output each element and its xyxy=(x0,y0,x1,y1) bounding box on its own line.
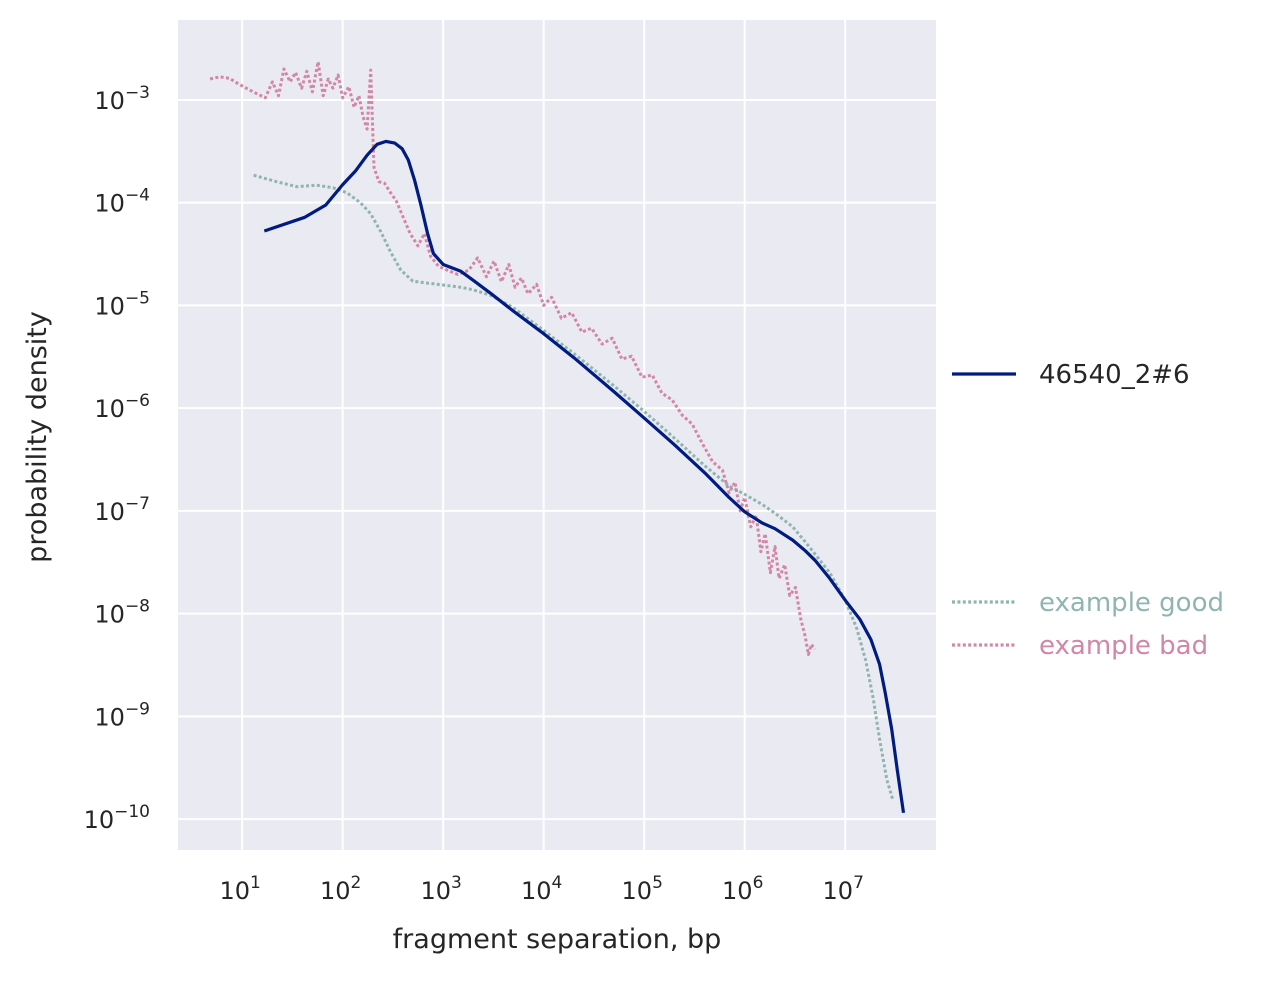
y-tick-exponent: −3 xyxy=(125,83,150,103)
x-axis-label: fragment separation, bp xyxy=(393,924,722,955)
x-tick-base: 10 xyxy=(420,877,451,905)
y-tick-exponent: −4 xyxy=(125,186,150,206)
y-tick-exponent: −10 xyxy=(114,802,150,822)
x-tick-base: 10 xyxy=(521,877,552,905)
y-tick-label: 10−3 xyxy=(94,83,150,115)
series-line-46540-2-6 xyxy=(263,139,906,814)
y-tick-exponent: −6 xyxy=(125,391,150,411)
x-tick-label: 104 xyxy=(521,873,562,905)
y-tick-base: 10 xyxy=(94,601,125,629)
x-tick-exponent: 1 xyxy=(250,873,261,893)
series-line-example-good xyxy=(253,173,895,802)
y-tick-exponent: −5 xyxy=(125,288,150,308)
grid-lines xyxy=(178,20,936,850)
y-tick-exponent: −7 xyxy=(125,494,150,514)
y-tick-base: 10 xyxy=(94,395,125,423)
x-tick-labels: 101 102 103 104 105 106 107 xyxy=(219,873,863,905)
x-tick-base: 10 xyxy=(622,877,653,905)
y-tick-base: 10 xyxy=(94,87,125,115)
y-tick-labels: 10−310−410−510−610−710−810−910−10 xyxy=(84,83,150,834)
x-tick-base: 10 xyxy=(219,877,250,905)
legend-label-example-good: example good xyxy=(1039,588,1224,618)
x-tick-exponent: 4 xyxy=(552,873,563,893)
x-tick-label: 105 xyxy=(622,873,663,905)
plot-background xyxy=(178,20,936,850)
y-tick-label: 10−8 xyxy=(94,597,150,629)
x-tick-label: 107 xyxy=(823,873,864,905)
x-tick-base: 10 xyxy=(823,877,854,905)
x-tick-exponent: 3 xyxy=(451,873,462,893)
x-tick-base: 10 xyxy=(320,877,351,905)
y-tick-exponent: −8 xyxy=(125,597,150,617)
y-tick-exponent: −9 xyxy=(125,699,150,719)
y-tick-base: 10 xyxy=(94,190,125,218)
x-tick-label: 106 xyxy=(722,873,763,905)
y-tick-label: 10−9 xyxy=(94,699,150,731)
y-tick-label: 10−4 xyxy=(94,186,150,218)
legend-label-46540-2-6: 46540_2#6 xyxy=(1039,360,1190,390)
y-tick-label: 10−10 xyxy=(84,802,150,834)
x-tick-exponent: 2 xyxy=(351,873,362,893)
y-tick-label: 10−7 xyxy=(94,494,150,526)
x-tick-label: 101 xyxy=(219,873,260,905)
y-tick-label: 10−5 xyxy=(94,288,150,320)
x-tick-exponent: 6 xyxy=(753,873,764,893)
y-tick-base: 10 xyxy=(94,498,125,526)
y-tick-base: 10 xyxy=(94,703,125,731)
y-tick-base: 10 xyxy=(84,806,115,834)
legend-label-example-bad: example bad xyxy=(1039,631,1208,661)
x-tick-exponent: 7 xyxy=(853,873,864,893)
x-tick-base: 10 xyxy=(722,877,753,905)
y-tick-base: 10 xyxy=(94,292,125,320)
y-axis-label: probability density xyxy=(22,311,53,563)
series-lines xyxy=(209,60,906,814)
x-tick-label: 103 xyxy=(420,873,461,905)
x-tick-exponent: 5 xyxy=(652,873,663,893)
x-tick-label: 102 xyxy=(320,873,361,905)
y-tick-label: 10−6 xyxy=(94,391,150,423)
